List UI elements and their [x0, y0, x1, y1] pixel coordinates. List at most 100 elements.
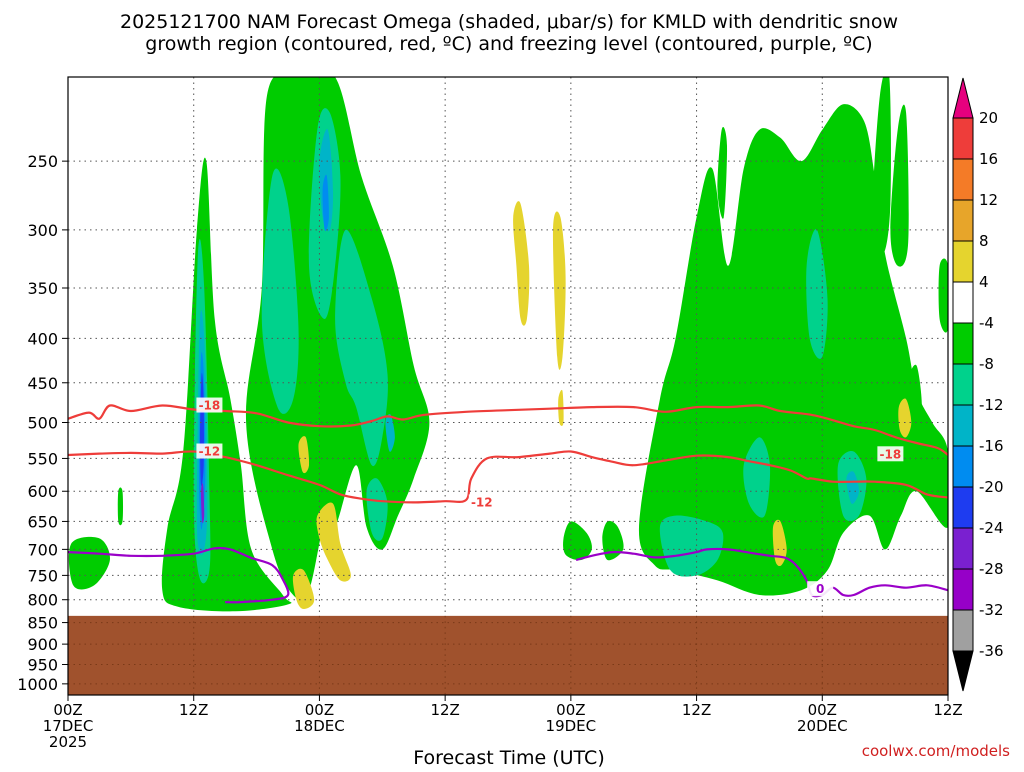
x-tick-label: 17DEC	[43, 717, 94, 735]
colorbar-tick-label: -28	[979, 560, 1004, 578]
y-tick-label: 950	[27, 656, 58, 675]
x-tick-label: 12Z	[933, 701, 962, 719]
omega-region	[846, 471, 860, 504]
x-tick-label: 00Z	[305, 701, 334, 719]
omega-region	[938, 258, 948, 333]
x-tick-label: 20DEC	[797, 717, 848, 735]
x-tick-label: 00Z	[808, 701, 837, 719]
plot-frame	[67, 76, 949, 696]
omega-region	[316, 502, 351, 582]
colorbar-bin	[952, 568, 974, 611]
colorbar-tick-label: -8	[979, 355, 994, 373]
y-tick-label: 300	[27, 221, 58, 240]
colorbar-tick-label: -24	[979, 519, 1004, 537]
omega-region	[298, 436, 310, 474]
y-tick-label: 650	[27, 512, 58, 531]
y-tick-label: 400	[27, 329, 58, 348]
colorbar-bin	[952, 322, 974, 365]
contour-label: -18	[199, 399, 221, 413]
colorbar-bin	[952, 363, 974, 406]
y-tick-label: 600	[27, 482, 58, 501]
x-tick-label: 00Z	[556, 701, 585, 719]
omega-shading-layer	[68, 77, 948, 612]
omega-region	[200, 483, 205, 524]
colorbar-tick-label: 20	[979, 109, 998, 127]
y-tick-label: 800	[27, 591, 58, 610]
y-tick-label: 850	[27, 614, 58, 633]
title-line: 2025121700 NAM Forecast Omega (shaded, μ…	[120, 11, 898, 33]
omega-region	[638, 104, 948, 596]
omega-region	[772, 519, 787, 567]
title-line: growth region (contoured, red, ºC) and f…	[145, 33, 872, 55]
snow-growth-contour	[68, 404, 948, 456]
x-tick-label: 12Z	[430, 701, 459, 719]
y-tick-label: 700	[27, 540, 58, 559]
contour-label: -12	[199, 445, 221, 459]
contour-label-bg	[468, 494, 495, 510]
colorbar-tick-label: 16	[979, 150, 998, 168]
colorbar-tick-label: 4	[979, 273, 989, 291]
x-tick-label: 12Z	[682, 701, 711, 719]
omega-region	[602, 520, 624, 561]
chart-title: 2025121700 NAM Forecast Omega (shaded, μ…	[120, 11, 898, 55]
colorbar-top-arrow	[952, 77, 974, 119]
colorbar-bin	[952, 527, 974, 570]
x-tick-label: 00Z	[53, 701, 82, 719]
colorbar-bin	[952, 445, 974, 488]
omega-region	[659, 515, 724, 577]
omega-region	[552, 211, 566, 370]
contour-label: 0	[816, 582, 824, 596]
colorbar: 20 16 12 8 4 -4 -8 -12 -16 -20 -24 -28 -32 -36	[952, 77, 1004, 692]
omega-region	[513, 201, 530, 326]
colorbar-bin	[952, 486, 974, 529]
colorbar-tick-label: -36	[979, 642, 1004, 660]
colorbar-tick-label: -32	[979, 601, 1004, 619]
credit-label: coolwx.com/models	[862, 742, 1010, 760]
omega-region	[890, 104, 909, 267]
omega-region	[806, 229, 828, 359]
colorbar-bottom-arrow	[952, 650, 974, 692]
y-tick-label: 500	[27, 413, 58, 432]
x-tick-label: 2025	[49, 733, 87, 751]
omega-region	[117, 487, 124, 526]
colorbar-tick-label: 8	[979, 232, 989, 250]
snow-growth-contour	[68, 450, 948, 504]
omega-region	[366, 478, 388, 541]
contour-label: -12	[471, 495, 493, 509]
omega-region	[743, 437, 771, 518]
x-axis-label: Forecast Time (UTC)	[413, 747, 604, 768]
y-tick-label: 350	[27, 279, 58, 298]
contour-label-bg	[877, 446, 904, 462]
omega-region	[335, 229, 388, 467]
y-tick-label: 1000	[17, 675, 58, 694]
omega-region	[292, 568, 315, 609]
colorbar-bin	[952, 158, 974, 201]
y-tick-label: 250	[27, 152, 58, 171]
contour-label-bg	[196, 443, 223, 459]
contour-layer: -18 -18 -12 -12 0	[68, 397, 948, 604]
colorbar-bin	[952, 404, 974, 447]
colorbar-bin	[952, 240, 974, 283]
colorbar-tick-label: -20	[979, 478, 1004, 496]
omega-region	[908, 364, 922, 424]
omega-region	[322, 174, 329, 232]
x-tick-label: 12Z	[179, 701, 208, 719]
axes-layer: 250 300 350 400 450 500 550 600 650 700 750 800 850 9…	[17, 76, 963, 751]
omega-region	[563, 521, 592, 561]
omega-region	[68, 536, 111, 590]
y-tick-label: 550	[27, 449, 58, 468]
y-tick-label: 900	[27, 635, 58, 654]
omega-region	[717, 127, 728, 219]
y-tick-label: 450	[27, 374, 58, 393]
colorbar-bin	[952, 281, 974, 324]
x-tick-label: 19DEC	[546, 717, 597, 735]
contour-label-bg	[196, 397, 223, 413]
freezing-level-contour	[68, 546, 290, 604]
colorbar-tick-label: -4	[979, 314, 994, 332]
omega-region	[872, 77, 891, 255]
colorbar-tick-label: 12	[979, 191, 998, 209]
colorbar-tick-label: -12	[979, 396, 1004, 414]
contour-label-bg	[807, 581, 834, 597]
